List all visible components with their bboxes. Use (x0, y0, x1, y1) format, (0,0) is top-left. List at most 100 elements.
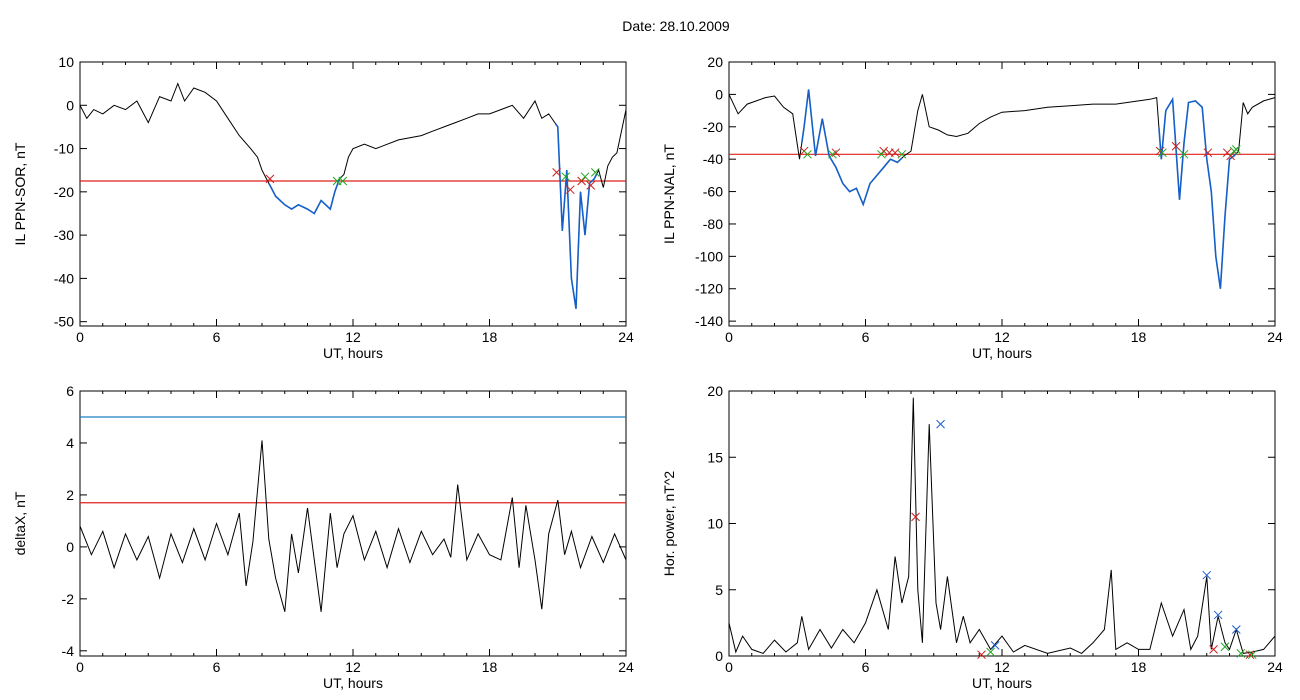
green-x-marker (1179, 149, 1189, 159)
y-tick-label: -60 (703, 184, 723, 200)
red-x-marker (911, 512, 920, 522)
x-tick-label: 12 (994, 659, 1010, 675)
green-x-marker (1231, 145, 1241, 154)
y-tick-label: 6 (66, 383, 74, 399)
x-tick-label: 6 (213, 659, 221, 675)
green-x-marker (828, 149, 837, 159)
green-x-marker (1247, 650, 1257, 660)
data-series-line (729, 89, 1275, 289)
x-tick-label: 12 (345, 329, 361, 345)
data-series-line (80, 440, 626, 612)
x-tick-label: 0 (76, 329, 84, 345)
panel-deltax: 0 6 12 18 24 6 4 2 0 -2 -4 UT, hours deltaX, nT (12, 383, 634, 691)
data-series-line (729, 397, 1275, 654)
y-axis-label: IL PPN-SOR, nT (12, 142, 28, 245)
y-tick-label: 0 (715, 86, 723, 102)
x-axis-label: UT, hours (323, 345, 383, 361)
blue-x-marker (990, 641, 1000, 650)
x-axis-label: UT, hours (972, 675, 1032, 691)
red-x-marker (552, 168, 561, 177)
panel-nal: 0 6 12 18 24 20 0 -20 -40 -60 -80 -100 -120 -140 UT, h… (661, 54, 1283, 361)
red-x-marker (1209, 645, 1218, 654)
x-tick-label: 12 (345, 659, 361, 675)
y-tick-label: 10 (707, 516, 723, 532)
y-axis-label: deltaX, nT (12, 491, 28, 555)
y-axis-label: Hor. power, nT^2 (661, 471, 677, 577)
green-x-marker (561, 172, 571, 182)
blue-x-marker (1202, 570, 1212, 580)
y-tick-label: 4 (66, 435, 74, 451)
x-tick-label: 18 (482, 329, 498, 345)
y-tick-label: -20 (703, 119, 723, 135)
x-tick-label: 6 (213, 329, 221, 345)
data-series-line (80, 82, 626, 309)
x-tick-label: 0 (725, 329, 733, 345)
y-tick-label: -50 (54, 314, 74, 330)
panel-sor: 0 6 12 18 24 10 0 -10 -20 -30 -40 -50 UT, hours IL PP… (12, 54, 634, 361)
green-x-marker (877, 149, 886, 159)
green-x-marker (590, 168, 600, 177)
x-tick-label: 18 (482, 659, 498, 675)
y-axis-label: IL PPN-NAL, nT (661, 144, 677, 244)
x-tick-label: 18 (1131, 329, 1147, 345)
blue-x-marker (1231, 625, 1241, 634)
red-x-marker (1203, 148, 1213, 158)
x-tick-label: 24 (618, 329, 634, 345)
y-tick-label: -10 (54, 141, 74, 157)
y-tick-label: -80 (703, 216, 723, 232)
green-x-marker (338, 176, 348, 186)
x-tick-label: 6 (862, 329, 870, 345)
y-tick-label: -30 (54, 227, 74, 243)
blue-x-marker (936, 419, 945, 429)
x-tick-label: 24 (1267, 659, 1283, 675)
x-tick-label: 18 (1131, 659, 1147, 675)
red-x-marker (1245, 650, 1255, 660)
y-tick-label: -40 (54, 270, 74, 286)
date-title: Date: 28.10.2009 (622, 18, 730, 34)
x-axis-label: UT, hours (323, 675, 383, 691)
y-tick-label: -20 (54, 184, 74, 200)
green-x-marker (580, 172, 590, 182)
panel-power: 0 6 12 18 24 0 5 10 15 20 UT, hours Hor. power, nT^… (661, 383, 1283, 691)
x-tick-label: 6 (862, 659, 870, 675)
y-tick-label: 10 (58, 54, 74, 70)
red-x-marker (565, 185, 575, 195)
event-segment-line (554, 123, 598, 309)
red-x-marker (577, 176, 586, 186)
green-x-marker (1158, 148, 1167, 158)
x-tick-label: 24 (1267, 329, 1283, 345)
y-tick-label: 20 (707, 383, 723, 399)
event-segment-line (801, 89, 903, 207)
event-segment-line (268, 176, 343, 215)
plot-frame (728, 390, 1276, 657)
green-x-marker (1220, 642, 1230, 652)
green-x-marker (897, 149, 907, 159)
y-tick-label: 0 (715, 648, 723, 664)
red-x-marker (890, 148, 900, 158)
red-x-marker (586, 180, 596, 190)
plot-frame (79, 61, 627, 327)
y-tick-label: 20 (707, 54, 723, 70)
y-tick-label: 0 (66, 97, 74, 113)
event-segment-line (1158, 96, 1237, 289)
y-tick-label: -100 (695, 248, 723, 264)
blue-x-marker (1213, 610, 1223, 620)
red-x-marker (977, 650, 986, 660)
y-tick-label: 2 (66, 487, 74, 503)
y-tick-label: -2 (62, 591, 75, 607)
plot-frame (79, 390, 627, 657)
red-x-marker (1226, 151, 1235, 161)
x-tick-label: 12 (994, 329, 1010, 345)
x-tick-label: 0 (725, 659, 733, 675)
x-tick-label: 24 (618, 659, 634, 675)
y-tick-label: 5 (715, 582, 723, 598)
red-x-marker (1171, 141, 1181, 151)
y-tick-label: -120 (695, 281, 723, 297)
green-x-marker (986, 647, 995, 657)
x-tick-label: 0 (76, 659, 84, 675)
y-tick-label: -40 (703, 151, 723, 167)
green-x-marker (803, 149, 812, 159)
y-tick-label: -4 (62, 643, 75, 659)
y-tick-label: 15 (707, 449, 723, 465)
